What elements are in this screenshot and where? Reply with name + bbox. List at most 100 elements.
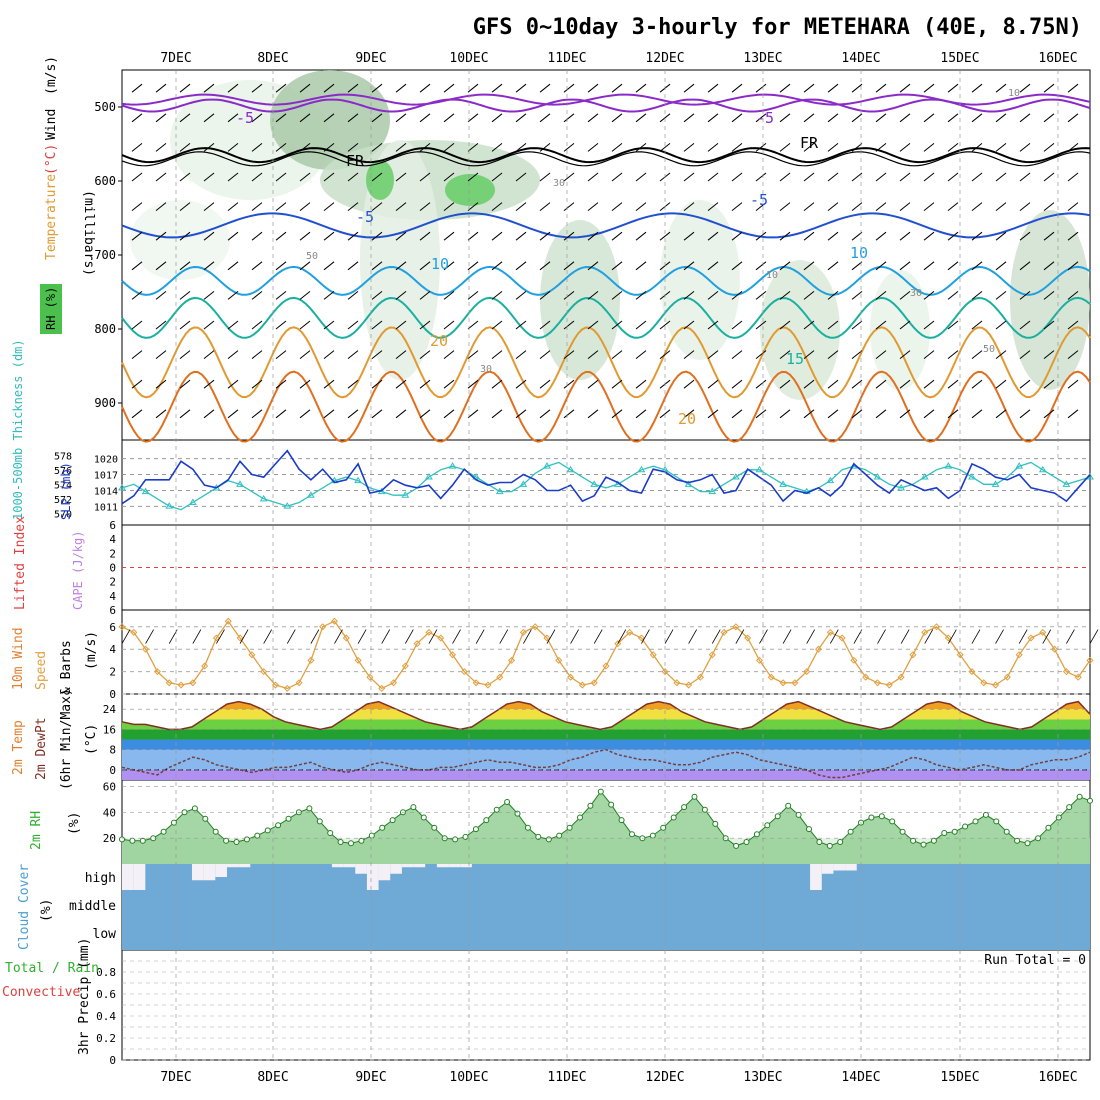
barb: [755, 231, 767, 241]
top-date-labels: 7DEC 8DEC 9DEC 10DEC 11DEC 12DEC 13DEC 14DEC 15D…: [160, 51, 1077, 66]
barb: [563, 172, 575, 182]
wind10-marker-35: [531, 623, 539, 631]
top-date-4: 11DEC: [547, 51, 586, 66]
barb: [155, 320, 167, 330]
wind10-marker-72: [968, 668, 976, 676]
barb: [1019, 172, 1031, 182]
barb: [419, 320, 431, 330]
upper-ylabel-2: Wind: [44, 109, 59, 140]
chart-title: GFS 0~10day 3-hourly for METEHARA (40E, …: [473, 15, 1082, 40]
barb: [131, 83, 143, 93]
barb: [419, 202, 431, 211]
bottom-date-2: 9DEC: [355, 1070, 386, 1085]
cloud-high-bar-18: [331, 864, 344, 868]
barb: [203, 350, 215, 359]
barb: [779, 320, 791, 330]
wind10-marker-9: [224, 617, 232, 625]
temp-ylabel-3: (°C): [84, 724, 99, 755]
rh-point-16: [285, 815, 292, 822]
barb: [539, 291, 551, 300]
barb: [755, 143, 767, 152]
contour-label-8: 20: [430, 332, 448, 350]
barb: [899, 379, 911, 389]
rh-point-51: [649, 832, 656, 839]
slp-tick-1017: 1017: [94, 471, 118, 482]
cloud-high-bar-21: [366, 864, 379, 890]
wind10-marker-39: [578, 681, 586, 689]
barb: [347, 350, 359, 359]
wind10-marker-33: [508, 656, 516, 664]
barb: [203, 231, 215, 241]
barb: [419, 409, 431, 419]
barb: [611, 83, 623, 93]
wind10-marker-79: [1051, 645, 1059, 653]
rh-point-80: [951, 828, 958, 835]
barb: [827, 409, 839, 419]
barb: [203, 379, 215, 389]
barb: [947, 379, 959, 389]
rh-line: [121, 790, 1091, 847]
barb: [251, 172, 263, 182]
barb: [635, 409, 647, 419]
barb: [419, 231, 431, 241]
barb: [755, 409, 767, 419]
barb: [515, 350, 527, 359]
rh-point-25: [379, 824, 386, 831]
rh-point-70: [847, 828, 854, 835]
barb: [875, 409, 887, 419]
barb: [803, 261, 815, 271]
barb: [467, 113, 479, 123]
contour-label-15: 50: [983, 344, 995, 355]
barb: [227, 261, 239, 271]
y-tick-label-600: 600: [94, 174, 116, 188]
barb: [491, 83, 503, 93]
rh-point-82: [972, 818, 979, 825]
barb: [875, 83, 887, 93]
barb: [395, 261, 407, 271]
barb: [179, 350, 191, 359]
wind10-barb-64: [877, 629, 886, 644]
barb: [1067, 379, 1079, 389]
barb: [515, 231, 527, 241]
barb: [371, 113, 383, 123]
wind10-barb-78: [1042, 629, 1052, 644]
wind10-barb-46: [664, 629, 674, 644]
upper-ylabel-3: (m/s): [44, 56, 59, 95]
barb: [491, 143, 503, 152]
thickness-marker-64: [873, 473, 882, 480]
rh-point-44: [577, 814, 583, 821]
barb: [251, 113, 263, 123]
rh-point-90: [1055, 814, 1062, 821]
wind10-barb-52: [735, 629, 745, 644]
barb: [275, 143, 287, 152]
barb: [635, 320, 647, 330]
barb: [1043, 379, 1055, 389]
barb: [275, 379, 287, 389]
temp-ylabel-2: (6hr Min/Max): [59, 688, 74, 790]
barb: [947, 113, 959, 123]
rh-point-5: [171, 819, 177, 826]
barb: [731, 231, 743, 241]
rh-panel: 20 40 60 2m RH (%): [29, 780, 1093, 864]
rh-legend-label: RH (%): [44, 287, 58, 330]
wind10-marker-80: [1062, 668, 1070, 676]
barb: [803, 172, 815, 182]
rh-point-60: [743, 839, 750, 845]
barb: [323, 291, 335, 300]
barb: [467, 231, 479, 241]
rh-point-43: [566, 824, 573, 831]
barb: [179, 83, 191, 93]
wind10-marker-55: [767, 673, 775, 681]
barb: [275, 291, 287, 300]
barb: [1019, 291, 1031, 300]
barb: [1043, 261, 1055, 271]
barb: [587, 143, 599, 152]
barb: [611, 231, 623, 241]
barb: [947, 202, 959, 211]
wind10-marker-49: [696, 673, 704, 681]
barb: [275, 409, 287, 419]
barb: [299, 291, 311, 300]
barb: [995, 320, 1007, 330]
rh-point-15: [275, 822, 282, 829]
